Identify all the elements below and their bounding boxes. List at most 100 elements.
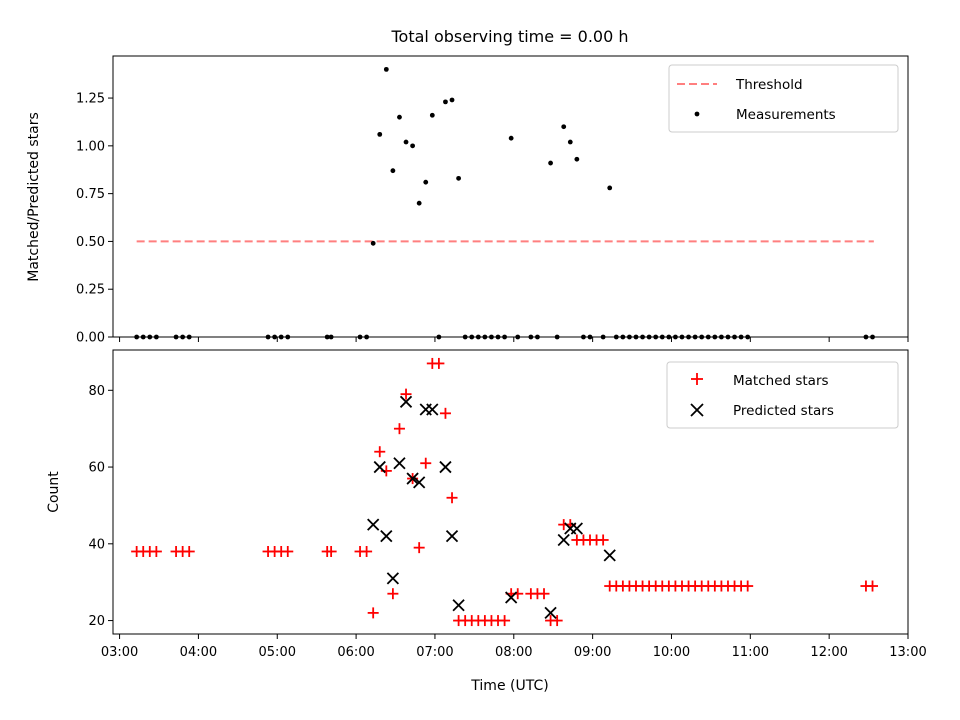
y-tick-label: 1.00 <box>76 139 105 154</box>
chart-title: Total observing time = 0.00 h <box>390 27 628 46</box>
marker-stroke <box>367 518 380 531</box>
marker-stroke <box>445 529 459 543</box>
matched-star-marker <box>367 607 379 619</box>
measurement-point <box>403 139 409 145</box>
y-tick-label: 0.50 <box>76 235 105 250</box>
ratio-panel: 0.00 0.25 0.50 0.75 1.00 1.25 Matched/Predict… <box>26 55 909 346</box>
count-plot-frame <box>112 349 909 635</box>
y-tick-label: 40 <box>88 537 105 552</box>
matched-star-marker <box>387 588 399 600</box>
measurement-point <box>429 112 435 118</box>
count-y-ticks: 20 40 60 80 <box>88 384 113 629</box>
y-tick-label: 0.00 <box>76 331 105 346</box>
ratio-y-ticks: 0.00 0.25 0.50 0.75 1.00 1.25 <box>76 92 113 346</box>
predicted-star-marker <box>367 518 380 531</box>
x-tick-label: 06:00 <box>337 645 374 660</box>
predicted-star-marker <box>399 395 413 408</box>
matched-star-marker <box>413 542 425 554</box>
measurement-point <box>443 99 448 105</box>
matched-star-marker <box>400 388 412 400</box>
measurement-point <box>567 139 573 145</box>
measurement-point <box>416 200 422 206</box>
ratio-plot-frame <box>112 55 909 338</box>
count-legend: Matched stars Predicted stars <box>666 361 899 429</box>
y-tick-label: 0.25 <box>76 283 105 298</box>
measurement-point <box>607 185 613 191</box>
predicted-star-marker <box>406 472 419 485</box>
matched-star-marker <box>597 534 609 546</box>
predicted-star-marker <box>505 591 518 604</box>
x-axis-label: Time (UTC) <box>470 678 548 694</box>
matched-star-marker <box>150 545 162 557</box>
predicted-star-marker <box>445 529 459 543</box>
matched-star-marker <box>433 357 445 369</box>
marker-stroke <box>413 476 426 489</box>
legend-matched-swatch <box>691 373 703 385</box>
predicted-star-marker <box>380 529 393 543</box>
predicted-star-marker <box>393 457 406 470</box>
y-tick-label: 1.25 <box>76 92 105 107</box>
x-tick-label: 10:00 <box>653 645 690 660</box>
ratio-legend: Threshold Measurements <box>668 64 899 133</box>
measurement-point <box>383 66 389 72</box>
legend-predicted-label: Predicted stars <box>733 403 834 419</box>
marker-stroke <box>603 549 616 562</box>
count-legend-box <box>666 361 899 429</box>
marker-stroke <box>373 460 386 474</box>
measurement-point <box>423 179 429 185</box>
predicted-star-marker <box>603 549 616 562</box>
count-marks <box>131 357 879 627</box>
matched-star-marker <box>420 457 432 469</box>
marker-stroke <box>380 529 393 543</box>
marker-stroke <box>570 522 583 535</box>
measurement-point <box>574 156 580 162</box>
x-tick-label: 03:00 <box>101 645 138 660</box>
predicted-star-marker <box>373 460 386 474</box>
marker-stroke <box>544 606 557 620</box>
count-x-ticks: 03:00 04:00 05:00 06:00 07:00 08:00 09:00 10:00… <box>101 634 927 660</box>
measurement-point <box>456 175 461 181</box>
marker-stroke <box>452 599 465 612</box>
matched-star-marker <box>446 492 458 504</box>
matched-star-marker <box>374 446 386 458</box>
marker-stroke <box>426 403 439 416</box>
y-tick-label: 60 <box>88 461 105 476</box>
y-tick-label: 0.75 <box>76 187 105 202</box>
marker-stroke <box>439 460 452 474</box>
marker-stroke <box>399 395 413 408</box>
predicted-star-marker <box>426 403 439 416</box>
predicted-star-marker <box>439 460 452 474</box>
matched-star-marker <box>393 423 405 435</box>
legend-measurements-swatch <box>694 111 700 117</box>
measurement-point <box>410 143 416 149</box>
matched-star-marker <box>551 615 563 627</box>
measurement-point <box>561 124 567 130</box>
legend-predicted-swatch <box>690 403 704 417</box>
x-tick-label: 05:00 <box>259 645 296 660</box>
matched-star-marker <box>282 545 294 557</box>
matched-star-marker <box>361 545 373 557</box>
predicted-star-marker <box>452 599 465 612</box>
measurement-point <box>508 135 514 141</box>
matched-star-marker <box>742 580 754 592</box>
measurement-point <box>390 168 396 174</box>
predicted-star-marker <box>386 572 400 585</box>
x-tick-label: 08:00 <box>495 645 532 660</box>
measurement-point <box>377 131 383 137</box>
legend-measurements-label: Measurements <box>736 107 836 123</box>
matched-star-marker <box>538 588 550 600</box>
x-tick-label: 11:00 <box>732 645 769 660</box>
predicted-star-marker <box>544 606 557 620</box>
legend-matched-label: Matched stars <box>733 373 829 389</box>
ratio-y-axis-label: Matched/Predicted stars <box>26 112 42 282</box>
measurement-point <box>370 240 376 246</box>
predicted-star-marker <box>413 476 426 489</box>
predicted-star-marker <box>557 533 570 547</box>
marker-stroke <box>393 457 406 470</box>
measurement-point <box>548 160 553 166</box>
x-tick-label: 04:00 <box>180 645 217 660</box>
x-tick-label: 13:00 <box>889 645 926 660</box>
x-tick-label: 07:00 <box>416 645 453 660</box>
ratio-legend-box <box>668 64 899 133</box>
